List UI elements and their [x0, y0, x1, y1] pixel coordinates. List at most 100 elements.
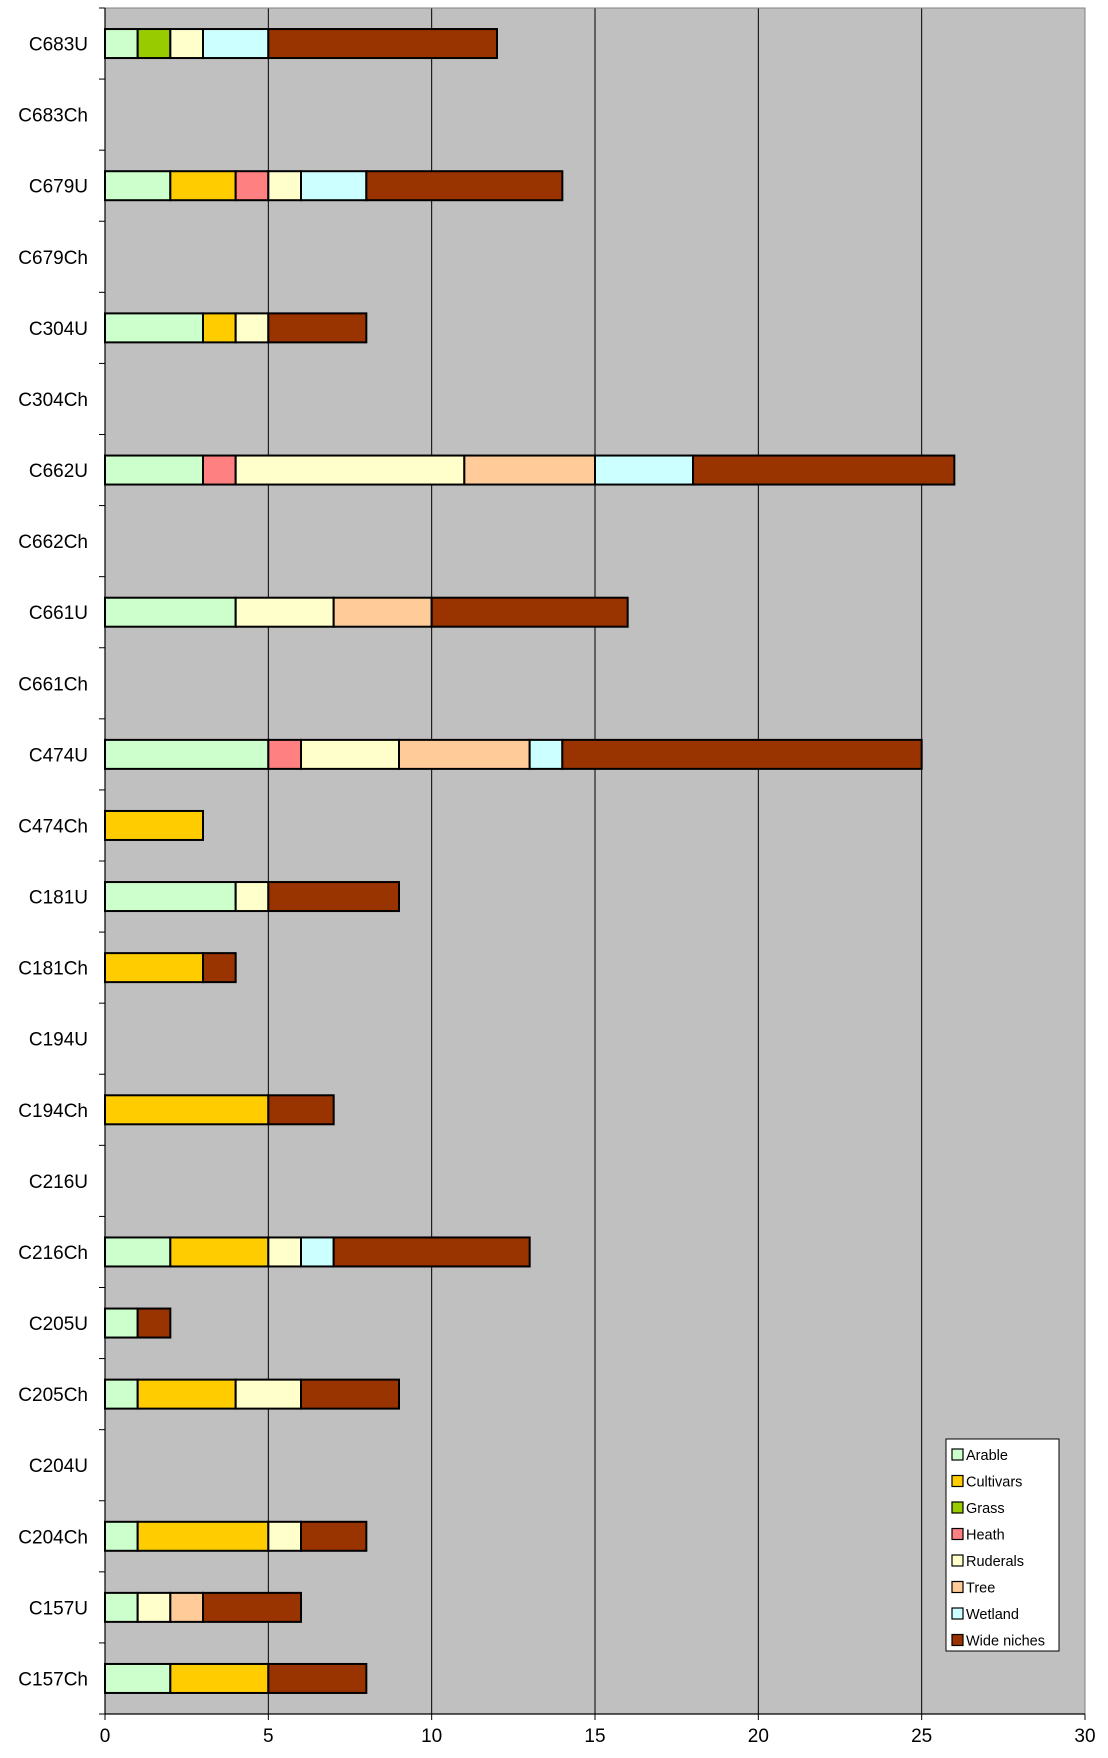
legend-swatch — [951, 1527, 964, 1541]
category-label: C216Ch — [18, 1243, 88, 1264]
bar-segment — [104, 1662, 172, 1694]
bar-segment — [104, 1520, 139, 1552]
legend-swatch — [951, 1474, 964, 1488]
legend-swatch — [951, 1448, 964, 1461]
legend: Arable Cultivars Grass Heath Ruderals Tree Wet… — [945, 1438, 1060, 1652]
category-label: C662U — [29, 461, 88, 482]
category-label: C205U — [29, 1314, 88, 1335]
bar-segment — [332, 1236, 531, 1268]
bar-segment — [692, 454, 956, 486]
bar-segment — [267, 1520, 303, 1552]
bar-segment — [300, 170, 368, 202]
bar-segment — [234, 596, 335, 628]
bar-segment — [169, 1236, 270, 1268]
bar-segment — [234, 1378, 303, 1410]
bar-segment — [104, 170, 172, 202]
legend-box — [945, 1438, 1060, 1652]
axes: 0 5 10 15 20 25 30 C683U C683Ch C679U C679Ch C304U C… — [18, 7, 1096, 1747]
bar-segment — [267, 1094, 335, 1126]
bar-segment — [104, 28, 139, 60]
bar-segment — [267, 312, 368, 344]
bar-segment — [463, 454, 597, 486]
bar-segment — [430, 596, 629, 628]
bar-segment — [104, 738, 270, 770]
category-label: C679U — [29, 177, 88, 198]
bar-segment — [300, 1520, 368, 1552]
x-tick-label: 0 — [100, 1726, 111, 1747]
bar-segment — [202, 28, 270, 60]
category-label: C661U — [29, 603, 88, 624]
bar-segment — [104, 952, 204, 984]
bar-segment — [104, 809, 204, 841]
category-label: C181U — [29, 888, 88, 909]
legend-label: Heath — [966, 1528, 1005, 1544]
x-tick-label: 15 — [584, 1726, 605, 1747]
bar-segment — [169, 1591, 204, 1623]
bar-segment — [528, 738, 564, 770]
category-label: C157U — [29, 1598, 88, 1619]
bar-segment — [104, 454, 204, 486]
bar-segment — [136, 1378, 237, 1410]
x-tick-label: 10 — [421, 1726, 442, 1747]
bar-segment — [104, 1236, 172, 1268]
bar-segment — [561, 738, 923, 770]
bar-segment — [202, 952, 237, 984]
bar-segment — [104, 1307, 139, 1339]
x-tick-label: 5 — [263, 1726, 274, 1747]
bar-segment — [104, 1591, 139, 1623]
legend-label: Grass — [966, 1501, 1005, 1517]
legend-label: Tree — [966, 1581, 995, 1597]
category-label: C474U — [29, 745, 88, 766]
bar-segment — [104, 881, 237, 913]
bar-segment — [104, 1378, 139, 1410]
legend-label: Cultivars — [966, 1475, 1022, 1491]
bar-segment — [169, 1662, 270, 1694]
x-tick-label: 30 — [1074, 1726, 1095, 1747]
bar-segment — [136, 1591, 172, 1623]
category-label: C304Ch — [18, 390, 88, 411]
legend-label: Wide niches — [966, 1634, 1045, 1650]
bar-segment — [234, 454, 466, 486]
bar-segment — [300, 738, 400, 770]
bar-segment — [267, 881, 401, 913]
bar-segment — [202, 312, 237, 344]
bar-segment — [202, 454, 237, 486]
category-label: C216U — [29, 1172, 88, 1193]
legend-swatch — [951, 1633, 964, 1647]
bar-segment — [104, 312, 204, 344]
bar-segment — [169, 28, 204, 60]
category-label: C304U — [29, 319, 88, 340]
bar-segment — [104, 596, 237, 628]
bar-segment — [398, 738, 531, 770]
bar-segment — [594, 454, 694, 486]
bar-segment — [267, 738, 303, 770]
legend-label: Arable — [966, 1448, 1008, 1464]
category-label: C204U — [29, 1456, 88, 1477]
category-label: C679Ch — [18, 248, 88, 269]
bar-segment — [365, 170, 564, 202]
legend-swatch — [951, 1501, 964, 1514]
legend-swatch — [951, 1554, 964, 1567]
category-label: C194Ch — [18, 1101, 88, 1122]
category-label: C194U — [29, 1030, 88, 1051]
bar-segment — [234, 881, 270, 913]
category-label: C157Ch — [18, 1669, 88, 1690]
legend-swatch — [951, 1580, 964, 1594]
bar-segment — [332, 596, 433, 628]
bar-segment — [104, 1094, 270, 1126]
legend-swatch — [951, 1607, 964, 1620]
bar-segment — [267, 1662, 368, 1694]
category-label: C204Ch — [18, 1527, 88, 1548]
bars — [104, 28, 956, 1694]
category-label: C662Ch — [18, 532, 88, 553]
category-label: C474Ch — [18, 816, 88, 837]
bar-segment — [267, 28, 499, 60]
bar-segment — [234, 312, 270, 344]
category-label: C683U — [29, 35, 88, 56]
legend-label: Wetland — [966, 1607, 1019, 1623]
bar-segment — [234, 170, 270, 202]
bar-segment — [202, 1591, 302, 1623]
x-tick-label: 25 — [911, 1726, 932, 1747]
bar-segment — [267, 1236, 303, 1268]
